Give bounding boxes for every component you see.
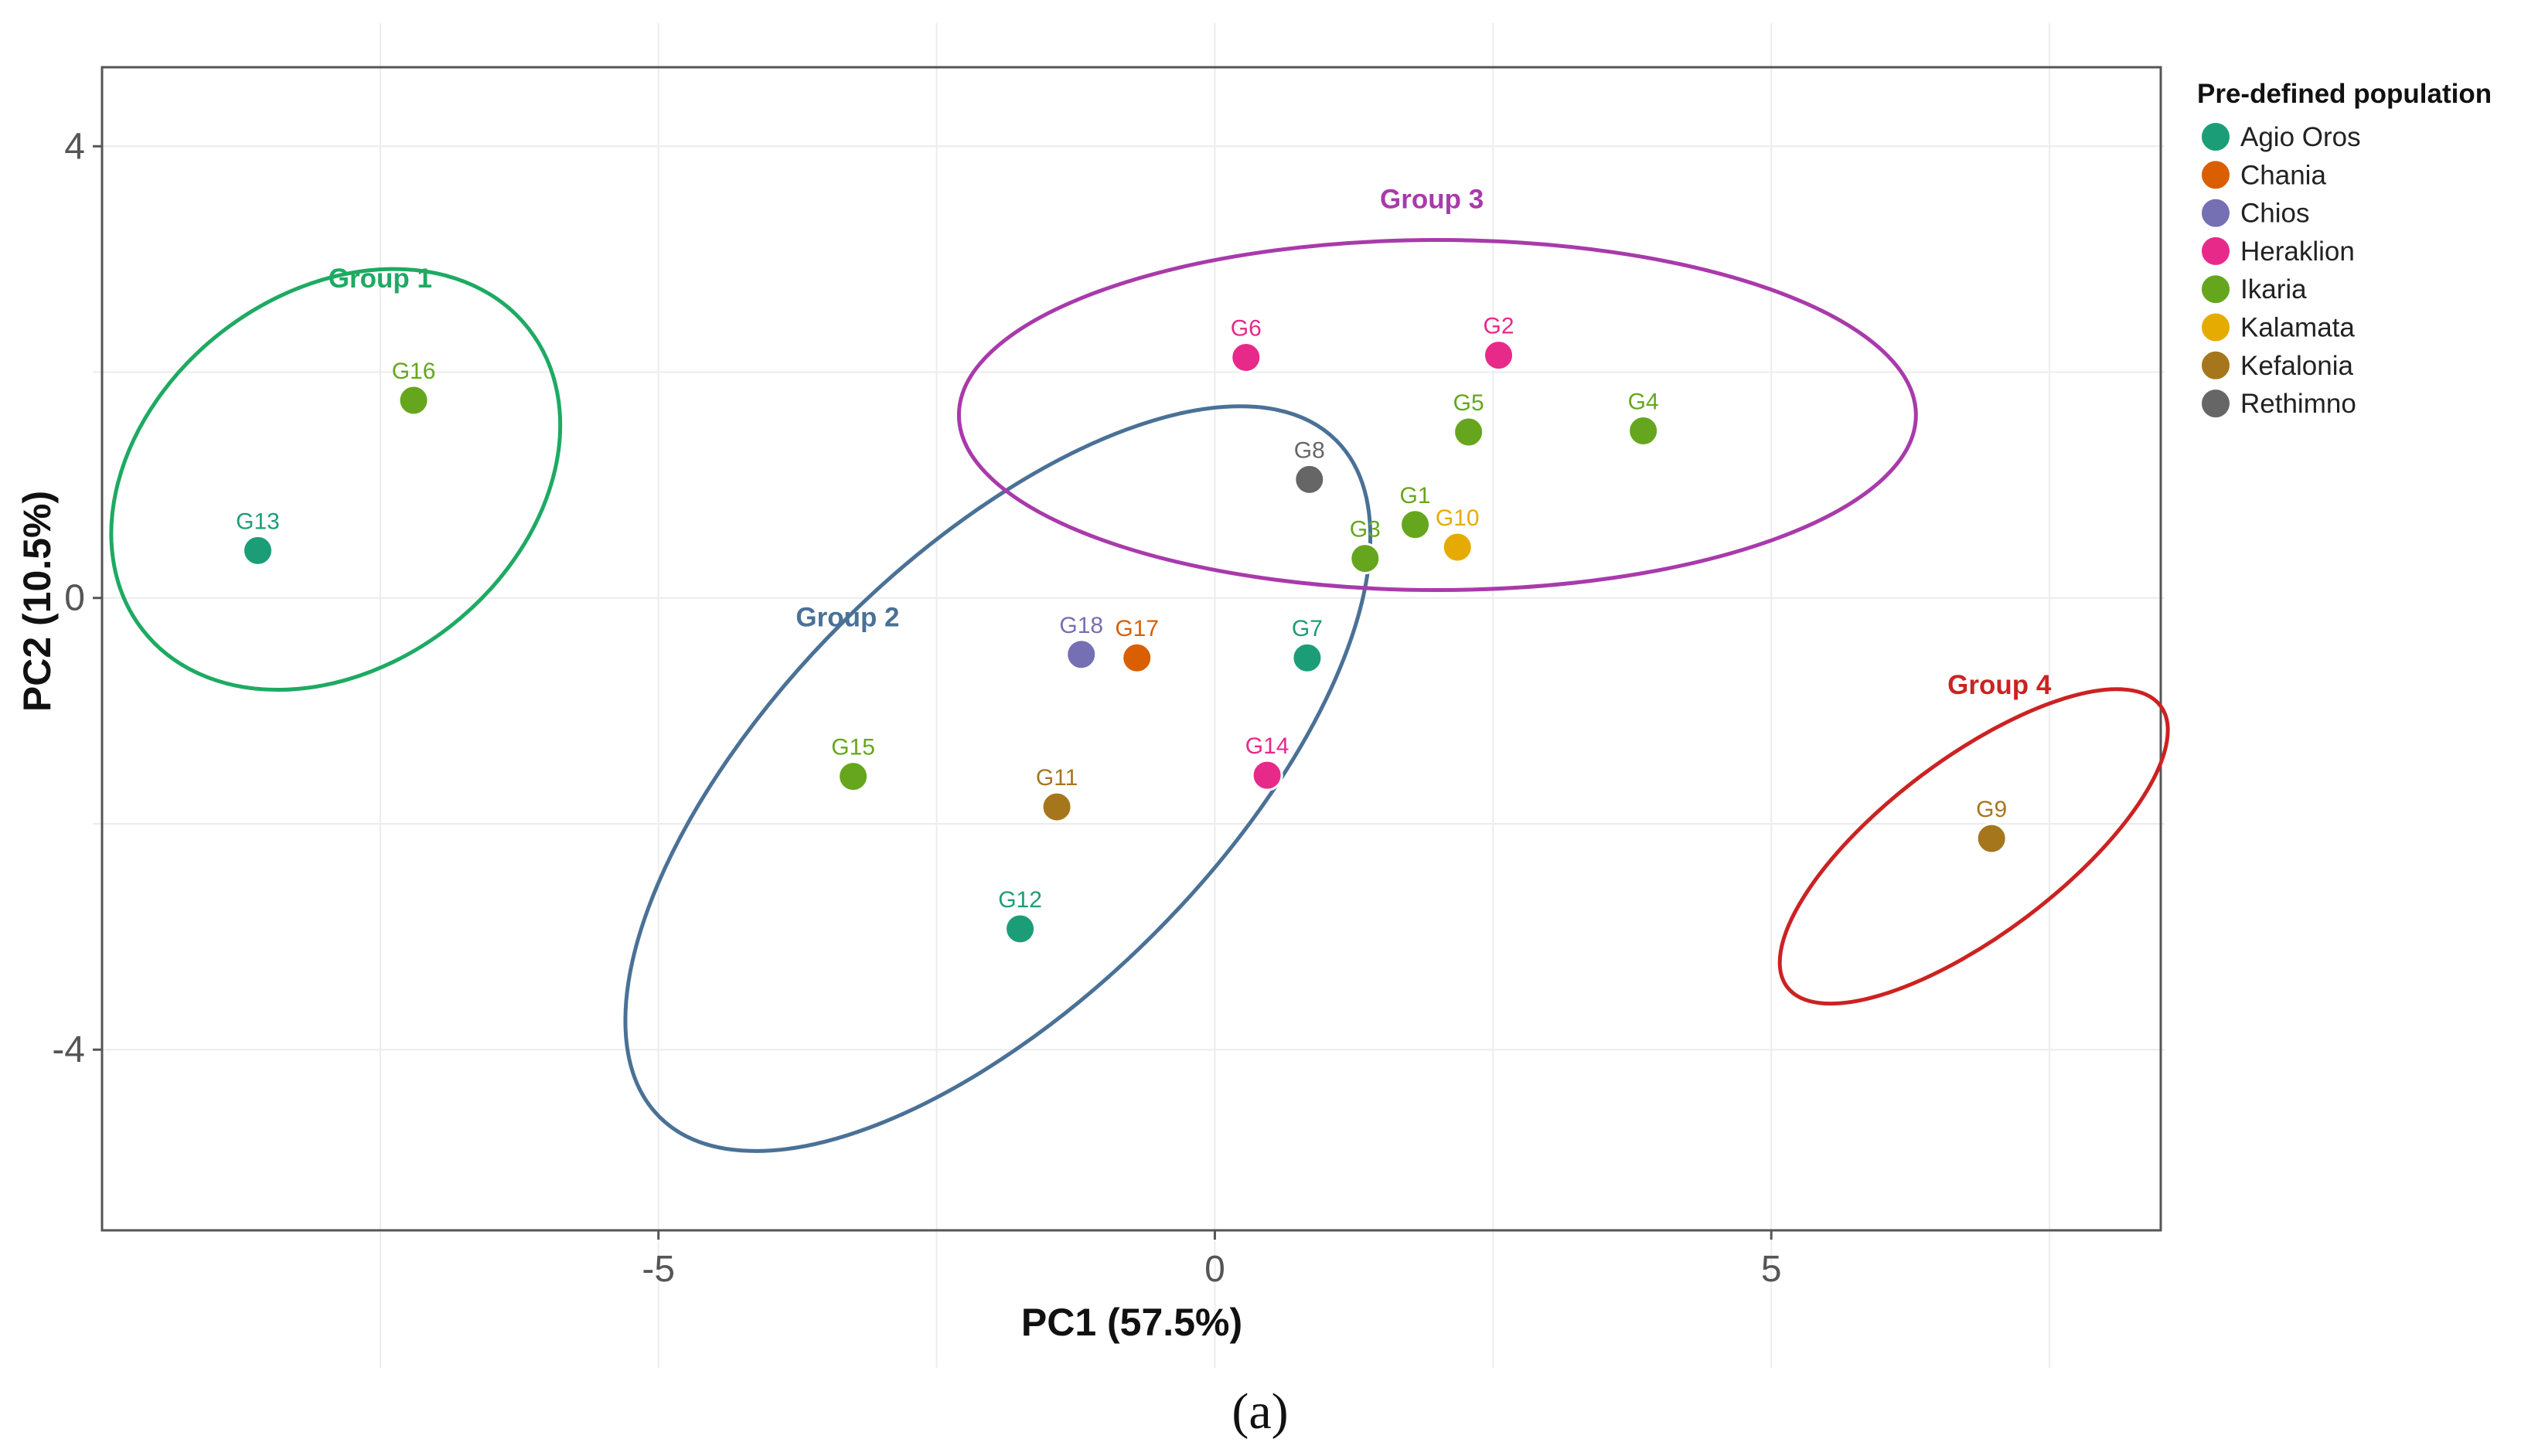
grid-lines (93, 23, 2165, 1368)
data-point-label: G4 (1628, 389, 1659, 414)
data-point (1041, 791, 1073, 823)
data-point (1121, 641, 1153, 674)
group-ellipse (623, 404, 1373, 1153)
data-point-label: G3 (1350, 517, 1381, 543)
figure-caption: (a) (1232, 1383, 1288, 1440)
x-tick-label: 5 (1761, 1249, 1782, 1290)
data-point-label: G10 (1436, 505, 1480, 531)
group-ellipse (956, 238, 1918, 593)
legend-key (2200, 197, 2231, 229)
group-label: Group 2 (795, 602, 899, 632)
data-point (837, 760, 870, 793)
data-point-label: G5 (1453, 390, 1484, 416)
data-point-label: G14 (1245, 733, 1289, 759)
data-point (1453, 416, 1485, 448)
data-points: G1 G2 G3 G4 G5 G6 G7 G8 G9 G10 G11 G12 G13 G14 G15 G16 G… (236, 314, 2008, 945)
legend-label: Heraklion (2240, 236, 2355, 267)
x-axis-title: PC1 (57.5%) (1021, 1301, 1242, 1344)
data-point-label: G18 (1059, 613, 1103, 638)
data-point-label: G9 (1976, 797, 2007, 822)
legend-title: Pre-defined population (2197, 79, 2492, 109)
data-point (1349, 543, 1381, 575)
legend-label: Rethimno (2240, 389, 2356, 419)
legend-key (2200, 311, 2231, 343)
data-point (1230, 342, 1262, 374)
data-point-label: G2 (1484, 314, 1514, 339)
data-point (1627, 414, 1660, 447)
data-point (1441, 531, 1473, 563)
legend-label: Chania (2240, 160, 2326, 190)
data-point-label: G8 (1294, 437, 1325, 463)
group-label: Group 1 (329, 264, 432, 294)
x-tick-label: 0 (1204, 1249, 1225, 1290)
data-point-label: G13 (236, 509, 280, 534)
legend-key (2200, 235, 2231, 267)
legend-label: Kefalonia (2240, 351, 2353, 381)
data-point (1065, 638, 1098, 671)
data-point (1251, 759, 1283, 791)
legend-label: Chios (2240, 199, 2309, 229)
data-point-label: G6 (1231, 316, 1262, 342)
legend-key (2200, 388, 2231, 420)
y-tick-label: 4 (64, 126, 85, 167)
data-point (1399, 509, 1432, 541)
axis-ticks: -5 0 5 -4 0 4 (52, 126, 1781, 1290)
x-tick-label: -5 (642, 1249, 675, 1290)
data-point (397, 384, 430, 417)
legend: Pre-defined population Agio Oros Chania Ch… (2197, 79, 2492, 420)
data-point-label: G12 (998, 887, 1042, 913)
data-point-label: G7 (1292, 616, 1323, 641)
legend-key (2200, 349, 2231, 381)
group-ellipse (1777, 687, 2170, 1006)
legend-key (2200, 274, 2231, 305)
y-tick-label: 0 (64, 578, 85, 619)
legend-label: Ikaria (2240, 274, 2307, 304)
data-point-label: G16 (392, 359, 436, 384)
data-point (1293, 463, 1326, 495)
legend-key (2200, 159, 2231, 191)
legend-label: Agio Oros (2240, 122, 2361, 152)
group-ellipse (109, 267, 563, 692)
group-label: Group 3 (1380, 185, 1484, 215)
data-point-label: G17 (1115, 616, 1159, 641)
legend-label: Kalamata (2240, 313, 2355, 343)
data-point (1004, 913, 1037, 945)
data-point-label: G15 (831, 735, 875, 760)
legend-key (2200, 121, 2231, 152)
data-point (1291, 641, 1324, 674)
data-point-label: G1 (1400, 483, 1431, 509)
data-point (242, 534, 274, 566)
group-ellipses: Group 1 Group 2 Group 3 Group 4 (109, 185, 2170, 1153)
data-point (1483, 339, 1515, 372)
y-axis-title: PC2 (10.5%) (15, 491, 59, 712)
group-label: Group 4 (1947, 670, 2052, 700)
y-tick-label: -4 (52, 1029, 85, 1070)
panel-border (100, 66, 2162, 1232)
data-point (1975, 822, 2008, 855)
data-point-label: G11 (1036, 765, 1078, 791)
